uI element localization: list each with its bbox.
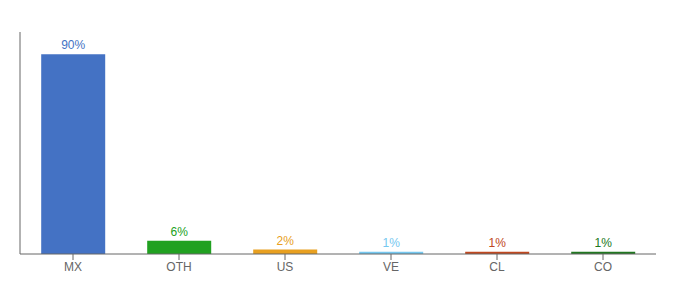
svg-text:CO: CO [594, 260, 612, 274]
svg-text:CL: CL [489, 260, 505, 274]
svg-text:1%: 1% [489, 236, 507, 250]
svg-text:VE: VE [383, 260, 399, 274]
svg-text:90%: 90% [61, 38, 85, 52]
svg-text:1%: 1% [383, 236, 401, 250]
svg-text:MX: MX [64, 260, 82, 274]
svg-text:OTH: OTH [166, 260, 191, 274]
svg-text:2%: 2% [277, 234, 295, 248]
svg-text:1%: 1% [595, 236, 613, 250]
svg-text:US: US [277, 260, 294, 274]
svg-text:6%: 6% [171, 225, 189, 239]
